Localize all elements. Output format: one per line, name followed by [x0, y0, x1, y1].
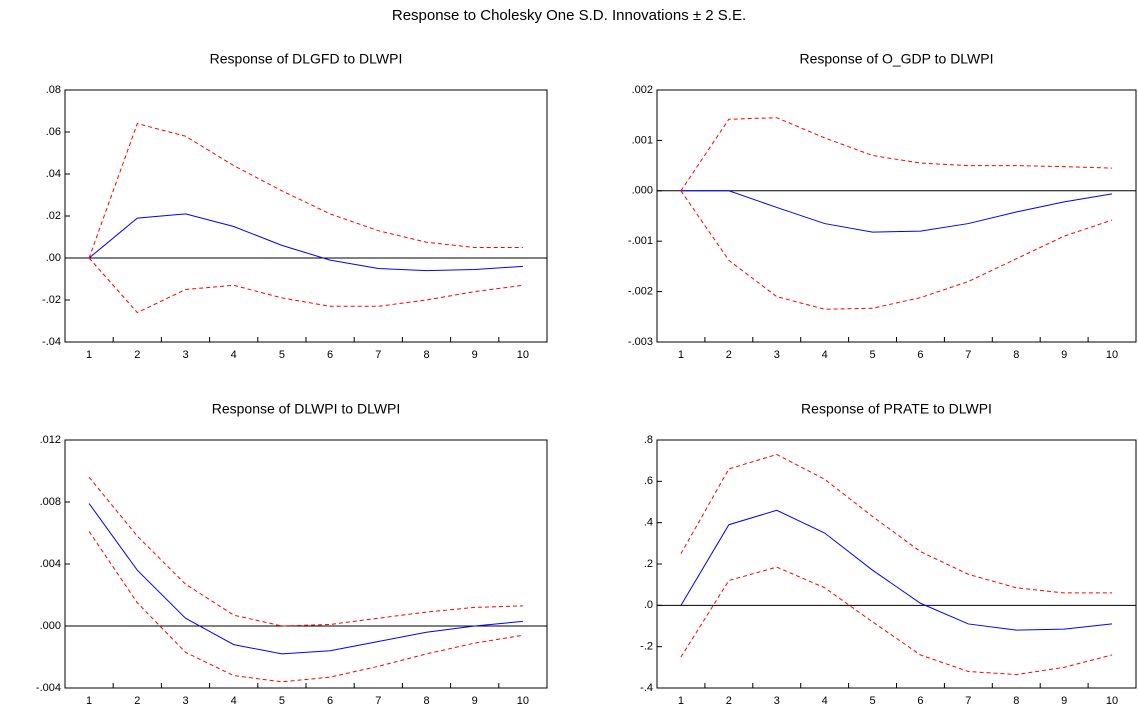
x-tick-label: 10 [517, 695, 529, 707]
y-tick-label: .02 [46, 210, 61, 222]
response-line [88, 213, 523, 272]
x-tick-label: 10 [1106, 695, 1118, 707]
y-tick-label: -.001 [628, 235, 653, 247]
band-line [88, 531, 523, 683]
x-tick-label: 3 [774, 349, 780, 361]
y-tick-label: -.003 [628, 336, 653, 348]
y-tick-label: .8 [644, 434, 653, 446]
y-tick-label: .00 [46, 252, 61, 264]
y-tick-label: .012 [40, 434, 61, 446]
y-tick-label: .002 [632, 84, 653, 96]
y-tick-label: .008 [40, 496, 61, 508]
response-line [680, 190, 1113, 233]
x-tick-label: 6 [917, 349, 923, 361]
response-line [88, 503, 523, 655]
y-tick-label: .6 [644, 475, 653, 487]
band-line [680, 117, 1113, 192]
subplot-title: Response of PRATE to DLWPI [801, 401, 992, 417]
band-line [680, 453, 1113, 594]
y-tick-label: .000 [632, 185, 653, 197]
x-tick-label: 5 [279, 349, 285, 361]
x-tick-label: 8 [1013, 695, 1019, 707]
band-line [88, 257, 523, 314]
x-tick-label: 10 [517, 349, 529, 361]
band-line [680, 566, 1113, 676]
plot-frame [64, 439, 548, 689]
x-tick-label: 3 [774, 695, 780, 707]
x-tick-label: 1 [86, 349, 92, 361]
x-tick-label: 9 [472, 695, 478, 707]
x-tick-label: 3 [182, 349, 188, 361]
y-tick-label: .001 [632, 134, 653, 146]
x-tick-label: 6 [917, 695, 923, 707]
x-tick-label: 3 [182, 695, 188, 707]
subplot-title: Response of DLWPI to DLWPI [212, 401, 401, 417]
x-tick-label: 1 [678, 349, 684, 361]
response-line [680, 509, 1113, 631]
x-tick-label: 4 [231, 349, 237, 361]
band-line [88, 476, 523, 627]
x-tick-label: 9 [1061, 349, 1067, 361]
y-tick-label: -.02 [42, 294, 61, 306]
y-tick-label: .06 [46, 126, 61, 138]
x-tick-label: 7 [375, 349, 381, 361]
plot-frame [656, 89, 1137, 343]
y-tick-label: -.04 [42, 336, 61, 348]
x-tick-label: 10 [1106, 349, 1118, 361]
x-tick-label: 5 [869, 695, 875, 707]
y-tick-label: .08 [46, 84, 61, 96]
x-tick-label: 9 [1061, 695, 1067, 707]
chart-title: Response to Cholesky One S.D. Innovation… [392, 7, 746, 24]
y-tick-label: .0 [644, 599, 653, 611]
subplot-title: Response of DLGFD to DLWPI [210, 51, 403, 67]
x-tick-label: 2 [134, 349, 140, 361]
plot-frame [64, 89, 548, 343]
x-tick-label: 5 [279, 695, 285, 707]
y-tick-label: .000 [40, 620, 61, 632]
subplot-title: Response of O_GDP to DLWPI [799, 51, 993, 67]
x-tick-label: 8 [423, 349, 429, 361]
x-tick-label: 2 [134, 695, 140, 707]
y-tick-label: .2 [644, 558, 653, 570]
x-tick-label: 5 [869, 349, 875, 361]
y-tick-label: .4 [644, 517, 653, 529]
x-tick-label: 7 [375, 695, 381, 707]
x-tick-label: 1 [678, 695, 684, 707]
x-tick-label: 2 [726, 349, 732, 361]
y-tick-label: -.2 [640, 641, 653, 653]
x-tick-label: 7 [965, 695, 971, 707]
x-tick-label: 1 [86, 695, 92, 707]
y-tick-label: .004 [40, 558, 61, 570]
x-tick-label: 8 [423, 695, 429, 707]
plot-frame [656, 439, 1137, 689]
y-tick-label: -.002 [628, 286, 653, 298]
x-tick-label: 4 [231, 695, 237, 707]
x-tick-label: 6 [327, 695, 333, 707]
x-tick-label: 4 [822, 349, 828, 361]
x-tick-label: 6 [327, 349, 333, 361]
x-tick-label: 2 [726, 695, 732, 707]
y-tick-label: -.4 [640, 682, 653, 694]
x-tick-label: 7 [965, 349, 971, 361]
y-tick-label: -.004 [36, 682, 61, 694]
band-line [88, 123, 523, 259]
x-tick-label: 8 [1013, 349, 1019, 361]
x-tick-label: 9 [472, 349, 478, 361]
x-tick-label: 4 [822, 695, 828, 707]
y-tick-label: .04 [46, 168, 61, 180]
band-line [680, 190, 1113, 310]
